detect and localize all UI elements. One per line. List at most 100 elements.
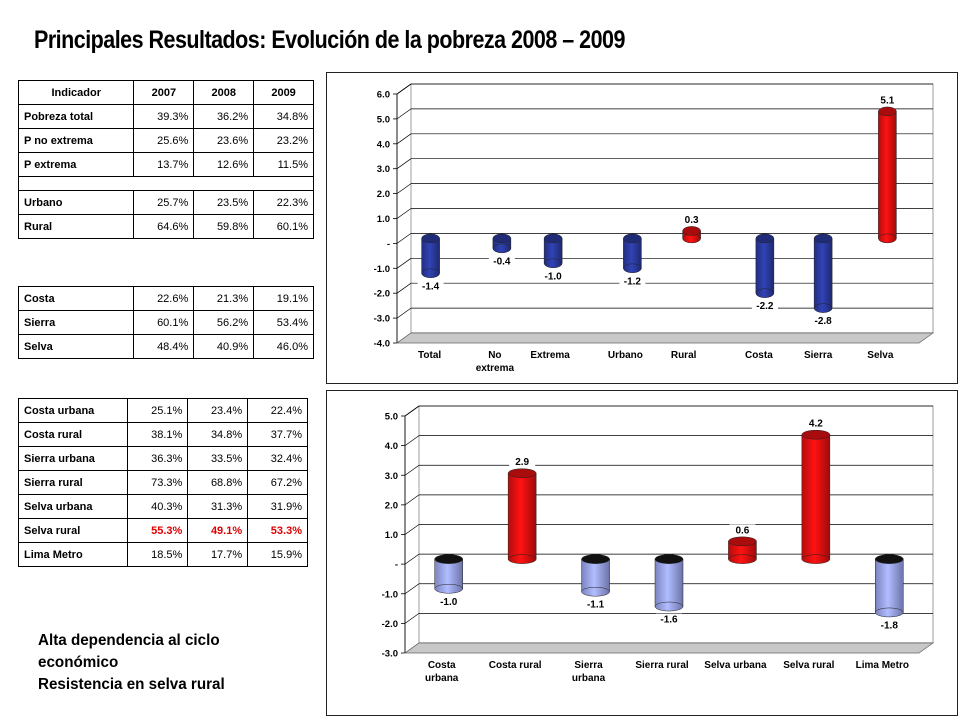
table-header: 2007 — [133, 80, 195, 105]
x-tick-label: Selva — [867, 350, 894, 361]
bar — [878, 106, 897, 244]
bar-top-cap — [875, 554, 904, 564]
bar — [813, 233, 833, 313]
bar-bottom-cap — [421, 268, 440, 279]
table-row-highlighted: Selva rural 55.3% 49.1% 53.3% — [17, 518, 308, 543]
cell-2007: 60.1% — [133, 310, 195, 335]
row-label: Selva — [17, 334, 135, 359]
x-tick-label: extrema — [476, 363, 515, 374]
table-row: Sierra rural 73.3% 68.8% 67.2% — [17, 470, 308, 495]
row-label: Selva rural — [17, 518, 129, 543]
bar-body — [875, 559, 904, 613]
table-row: P extrema 13.7% 12.6% 11.5% — [17, 152, 314, 177]
data-label-bg — [435, 595, 462, 608]
data-label: 0.3 — [685, 215, 699, 226]
data-label: 4.2 — [809, 419, 823, 430]
row-label: Sierra rural — [17, 470, 129, 495]
data-label-bg — [810, 315, 837, 328]
data-label-bg — [729, 524, 756, 537]
cell-2007: 25.6% — [133, 128, 195, 153]
cell-2008: 23.6% — [193, 128, 255, 153]
table-header: 2009 — [253, 80, 314, 105]
gridline-side — [396, 233, 412, 244]
cell-2008: 31.3% — [187, 494, 249, 519]
x-tick-label: Costa — [745, 350, 773, 361]
data-label: -0.4 — [493, 256, 511, 267]
bar — [728, 536, 757, 564]
cell-2009: 32.4% — [247, 446, 308, 471]
bar-chart-svg: 6.0 5.0 4.0 3.0 2.0 1.0 - -1.0 -2.0 -3.0 -4.0 -1.4 -… — [374, 83, 935, 374]
cell-2007: 64.6% — [133, 214, 195, 239]
data-label-bg — [751, 300, 778, 313]
poverty-table-main: Indicador 2007 2008 2009 Pobreza total 3… — [17, 80, 314, 239]
y-tick-label: - — [387, 239, 390, 250]
bar-body — [421, 238, 440, 274]
gridline-side — [396, 258, 412, 269]
cell-2009: 60.1% — [253, 214, 314, 239]
y-tick-label: 1.0 — [385, 530, 398, 541]
x-tick-label: No — [488, 350, 501, 361]
bar-top-cap — [654, 554, 684, 564]
cell-2007: 25.7% — [133, 190, 195, 215]
cell-2008: 23.4% — [187, 398, 249, 423]
side-wall-top — [396, 83, 412, 95]
conclusion-note: Alta dependencia al ciclo económico Resi… — [38, 630, 314, 696]
bar-body — [878, 111, 897, 239]
y-tick-label: 5.0 — [385, 412, 398, 423]
cell-2007: 36.3% — [127, 446, 189, 471]
bar-top-cap — [801, 429, 831, 440]
bar — [755, 233, 775, 298]
cell-2007: 48.4% — [133, 334, 195, 359]
row-label: Urbano — [17, 190, 135, 215]
bar-body — [434, 559, 463, 589]
x-tick-label: urbana — [572, 673, 606, 684]
bar-bottom-cap — [728, 554, 757, 564]
cell-2008: 40.9% — [193, 334, 255, 359]
note-line: Alta dependencia al ciclo — [38, 632, 220, 649]
cell-2009: 23.2% — [253, 128, 314, 153]
bar-body — [801, 434, 830, 560]
gridline-side — [396, 307, 412, 319]
y-tick-label: 2.0 — [385, 500, 398, 511]
row-label: Lima Metro — [17, 542, 129, 567]
row-label: Costa rural — [17, 422, 129, 447]
bar-body — [581, 559, 610, 592]
data-label: -1.8 — [881, 620, 899, 631]
bar — [875, 554, 904, 618]
cell-2007: 18.5% — [127, 542, 189, 567]
bar — [654, 554, 684, 612]
chart-variation-subregions: 5.0 4.0 3.0 2.0 1.0 - -1.0 -2.0 -3.0 -1.0 2.9 -1.1 -… — [326, 390, 958, 716]
row-label: Pobreza total — [17, 104, 135, 129]
data-label-bg — [509, 456, 536, 469]
gridline-side — [396, 282, 412, 294]
gridline-side — [404, 553, 420, 565]
x-tick-label: Total — [418, 350, 441, 361]
gridline-side — [404, 435, 420, 446]
bar-body — [544, 238, 563, 264]
y-tick-label: 3.0 — [385, 471, 398, 482]
bar-bottom-cap — [813, 303, 833, 313]
table-row: Selva urbana 40.3% 31.3% 31.9% — [17, 494, 308, 519]
bar-bottom-cap — [801, 554, 831, 564]
data-label: 5.1 — [880, 95, 894, 106]
table-header: 2008 — [193, 80, 255, 105]
x-tick-label: Extrema — [530, 350, 570, 361]
data-label: 2.9 — [515, 457, 529, 468]
bar — [543, 233, 563, 269]
bar-bottom-cap — [755, 288, 775, 298]
table-row: Costa 22.6% 21.3% 19.1% — [17, 286, 314, 311]
table-row: Rural 64.6% 59.8% 60.1% — [17, 214, 314, 239]
bar-bottom-cap — [875, 607, 904, 618]
bar-bottom-cap — [581, 586, 610, 597]
cell-2008: 34.8% — [187, 422, 249, 447]
cell-2009: 34.8% — [253, 104, 314, 129]
row-label: P no extrema — [17, 128, 135, 153]
data-label-bg — [619, 275, 646, 288]
gridline-side — [396, 183, 412, 194]
bar-top-cap — [434, 554, 463, 564]
poverty-table-regions: Costa 22.6% 21.3% 19.1% Sierra 60.1% 56.… — [17, 286, 314, 359]
cell-2009: 53.4% — [253, 310, 314, 335]
y-tick-label: -1.0 — [382, 589, 398, 600]
plot-floor — [403, 642, 935, 654]
x-tick-label: Selva rural — [783, 660, 834, 671]
